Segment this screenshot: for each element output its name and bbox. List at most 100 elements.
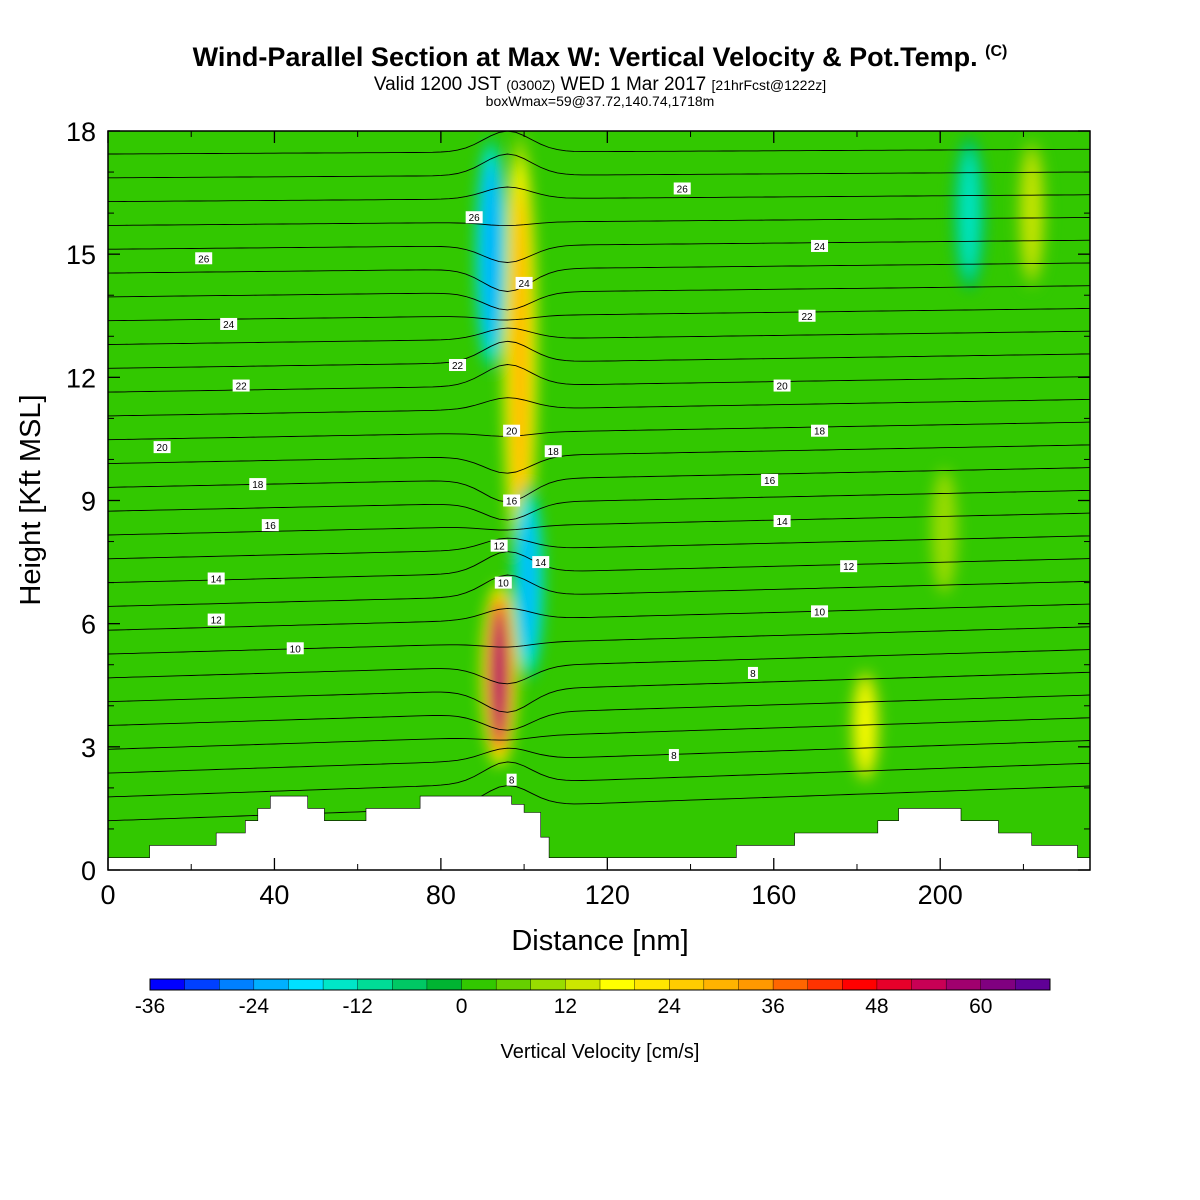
theta-contour	[108, 118, 1090, 130]
chart-title-text: Wind-Parallel Section at Max W: Vertical…	[192, 42, 978, 72]
colorbar-swatch	[461, 978, 497, 991]
colorbar-swatch	[565, 978, 601, 991]
theta-label: 8	[506, 773, 517, 787]
colorbar-tick-label: -12	[343, 995, 373, 1018]
colorbar-swatch	[322, 978, 359, 991]
colorbar-swatch	[426, 978, 463, 991]
theta-label-text: 20	[777, 382, 789, 393]
x-axis-label: Distance [nm]	[511, 925, 688, 957]
theta-label: 22	[232, 379, 250, 393]
theta-label-text: 12	[843, 562, 855, 573]
theta-contour	[108, 239, 1090, 263]
colorbar-tick-label: 36	[761, 995, 784, 1018]
updraft-band	[859, 683, 872, 770]
theta-contour	[108, 327, 1090, 345]
theta-label-text: 18	[814, 427, 826, 438]
downdraft-band	[484, 168, 498, 341]
colorbar: -36 -24 -12 0 12 24 36 48 60	[135, 978, 1051, 1018]
theta-label: 16	[761, 473, 779, 487]
y-tick-label: 15	[66, 240, 96, 270]
theta-contour	[108, 626, 1090, 655]
theta-label-text: 24	[814, 242, 826, 253]
theta-label: 18	[249, 478, 267, 491]
theta-contour	[108, 421, 1090, 441]
theta-label-text: 14	[777, 517, 789, 528]
theta-label-text: 14	[535, 558, 547, 569]
updraft-band	[492, 610, 506, 740]
updraft-band	[1025, 155, 1038, 271]
theta-contour	[108, 717, 1090, 750]
colorbar-swatch	[911, 978, 947, 991]
theta-contour	[108, 740, 1090, 774]
theta-label: 10	[286, 642, 304, 655]
theta-contour	[108, 364, 1090, 393]
theta-label: 22	[798, 309, 816, 323]
colorbar-swatch	[738, 978, 774, 991]
y-tick-label: 0	[81, 856, 96, 886]
colorbar-tick-label: 12	[554, 995, 577, 1018]
theta-label: 24	[515, 276, 533, 290]
colorbar-swatch	[703, 978, 739, 991]
colorbar-swatch	[945, 978, 982, 991]
x-tick-label: 160	[751, 880, 796, 910]
y-tick-label: 9	[81, 487, 96, 517]
colorbar-tick-label: -24	[239, 995, 270, 1018]
downdraft-band	[522, 510, 535, 655]
theta-contour	[108, 131, 1090, 155]
theta-label-text: 20	[157, 443, 169, 454]
theta-label: 12	[490, 539, 508, 553]
theta-contour	[108, 649, 1090, 685]
theta-label-text: 18	[548, 447, 560, 458]
theta-label: 24	[811, 239, 829, 253]
theta-label: 16	[503, 494, 521, 508]
theta-label-text: 14	[211, 575, 223, 586]
colorbar-tick-label: 24	[658, 995, 682, 1018]
theta-label: 22	[449, 359, 467, 372]
theta-label-text: 18	[252, 480, 264, 491]
x-tick-label: 40	[259, 880, 289, 910]
forecast-info: [21hrFcst@1222z]	[711, 77, 827, 93]
theta-label-text: 8	[750, 669, 756, 680]
contour-labels: 26 24 22 20 18 16 14 12 10 26 24 22 20 18 16 12 14 10 8 26 2…	[153, 182, 858, 787]
theta-label: 18	[811, 424, 829, 438]
box-wmax-info: boxWmax=59@37.72,140.74,1718m	[485, 93, 715, 109]
colorbar-tick-label: 48	[865, 995, 888, 1018]
colorbar-swatch	[772, 978, 809, 991]
theta-label: 24	[220, 317, 238, 331]
theta-label: 26	[195, 252, 213, 265]
colorbar-swatch	[495, 978, 532, 991]
colorbar-swatch	[876, 978, 913, 991]
theta-label: 14	[207, 572, 225, 586]
theta-contour	[108, 217, 1090, 227]
theta-label: 12	[207, 613, 225, 627]
theta-label: 18	[544, 445, 562, 458]
theta-label: 14	[773, 515, 791, 528]
terrain	[108, 795, 1090, 870]
colorbar-swatch	[219, 978, 255, 991]
terrain-mask	[108, 795, 1090, 870]
colorbar-swatch	[184, 978, 220, 991]
theta-contour	[108, 467, 1090, 503]
theta-contour	[108, 761, 1090, 798]
colorbar-swatch	[392, 978, 428, 991]
colorbar-swatch	[669, 978, 705, 991]
theta-contour	[108, 551, 1090, 584]
theta-label: 26	[465, 211, 483, 224]
colorbar-swatch	[253, 978, 289, 991]
copyright-mark: (C)	[985, 43, 1008, 60]
theta-label-text: 16	[265, 521, 277, 532]
theta-label-text: 22	[801, 312, 813, 323]
theta-contour	[108, 285, 1090, 311]
theta-label: 20	[503, 424, 521, 438]
y-tick-label: 3	[81, 733, 96, 763]
colorbar-swatch	[980, 978, 1016, 991]
theta-label-text: 8	[509, 776, 515, 787]
theta-contour	[108, 535, 1090, 560]
theta-label-text: 16	[506, 497, 518, 508]
theta-label: 16	[261, 519, 279, 532]
theta-contour	[108, 574, 1090, 607]
colorbar-swatch	[288, 978, 324, 991]
theta-label-text: 24	[519, 279, 531, 290]
